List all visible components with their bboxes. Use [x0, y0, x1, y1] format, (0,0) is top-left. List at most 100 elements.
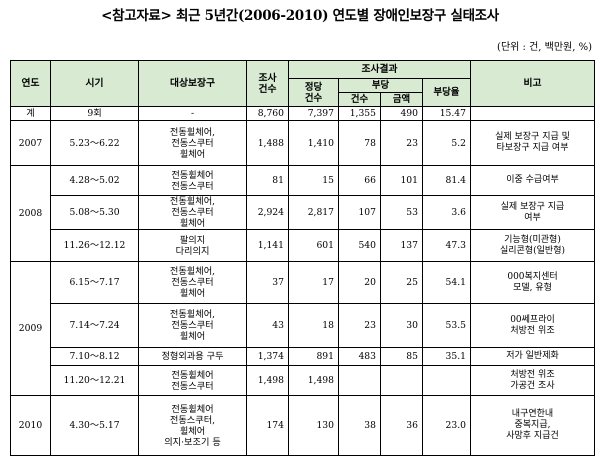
- proper-cell: 2,817: [288, 195, 339, 230]
- survey-cell: 2,924: [246, 195, 289, 230]
- survey-cell: 1,374: [246, 347, 289, 366]
- count-cell: 483: [338, 347, 381, 366]
- count-cell: 66: [338, 165, 381, 196]
- note-cell: 내구연한내 중복지급, 사망후 지급건: [470, 395, 595, 456]
- year-cell: 2009: [10, 261, 51, 396]
- header-note: 비고: [470, 60, 595, 107]
- header-rate: 부당율: [422, 78, 471, 107]
- amount-cell: 85: [380, 347, 423, 366]
- period-cell: 4.30～5.17: [50, 395, 139, 456]
- amount-cell: 23: [380, 120, 423, 166]
- rate-cell: 53.5: [422, 303, 471, 348]
- header-survey: 조사 건수: [246, 60, 289, 107]
- amount-cell: 25: [380, 261, 423, 304]
- table-row: 11.20～12.21 전동휠체어 전동스쿠터 1,498 1,498 처방전 …: [11, 365, 595, 396]
- rate-cell: 3.6: [422, 195, 471, 230]
- note-cell: 기능형(미관형) 실리콘형(일반형): [470, 229, 595, 262]
- target-cell: 전동휠체어 전동스쿠터: [138, 165, 247, 196]
- rate-cell: [422, 365, 471, 396]
- note-cell: 00쎄프라이 처방전 위조: [470, 303, 595, 348]
- target-cell: 전동휠체어 전동스쿠터, 휠체어 의지·보조기 등: [138, 395, 247, 456]
- count-cell: 20: [338, 261, 381, 304]
- total-count: 1,355: [338, 106, 381, 121]
- rate-cell: 23.0: [422, 395, 471, 456]
- table-row: 7.10～8.12 정형외과용 구두 1,374 891 483 85 35.1…: [11, 347, 595, 366]
- total-proper: 7,397: [288, 106, 339, 121]
- period-cell: 7.10～8.12: [50, 347, 139, 366]
- period-cell: 5.08～5.30: [50, 195, 139, 230]
- target-cell: 전동휠체어, 전동스쿠터 휠체어: [138, 120, 247, 166]
- amount-cell: 101: [380, 165, 423, 196]
- rate-cell: 81.4: [422, 165, 471, 196]
- period-cell: 7.14～7.24: [50, 303, 139, 348]
- rate-cell: 5.2: [422, 120, 471, 166]
- total-amount: 490: [380, 106, 423, 121]
- header-improper: 부당: [338, 78, 423, 93]
- rate-cell: 35.1: [422, 347, 471, 366]
- header-amount: 금액: [380, 92, 423, 107]
- survey-cell: 174: [246, 395, 289, 456]
- count-cell: 38: [338, 395, 381, 456]
- table-row: 7.14～7.24 전동휠체어, 전동스쿠터 휠체어 43 18 23 30 5…: [11, 303, 595, 348]
- total-year: 계: [10, 106, 51, 121]
- header-proper: 정당 건수: [288, 78, 339, 107]
- survey-cell: 81: [246, 165, 289, 196]
- total-row: 계 9회 - 8,760 7,397 1,355 490 15.47: [10, 106, 595, 121]
- proper-cell: 17: [288, 261, 339, 304]
- survey-table: 연도 시기 대상보장구 조사 건수 조사결과 비고 정당 건수 부당 부당율 건…: [10, 60, 595, 456]
- total-note: [470, 106, 595, 121]
- amount-cell: 53: [380, 195, 423, 230]
- total-rate: 15.47: [422, 106, 471, 121]
- table-row: 11.26～12.12 팔의지 다리의지 1,141 601 540 137 4…: [11, 229, 595, 262]
- target-cell: 전동휠체어 전동스쿠터: [138, 365, 247, 396]
- header-period: 시기: [50, 60, 139, 107]
- note-cell: 실제 보장구 지급 및 타보장구 지급 여부: [470, 120, 595, 166]
- unit-label: (단위 : 건, 백만원, %): [497, 42, 592, 53]
- table-row: 2009 6.15～7.17 전동휠체어, 전동스쿠터 휠체어 37 17 20…: [10, 261, 595, 396]
- period-cell: 11.26～12.12: [50, 229, 139, 262]
- count-cell: 23: [338, 303, 381, 348]
- year-cell: 2008: [10, 165, 51, 262]
- proper-cell: 130: [288, 395, 339, 456]
- period-cell: 5.23～6.22: [50, 120, 139, 166]
- proper-cell: 18: [288, 303, 339, 348]
- period-cell: 11.20～12.21: [50, 365, 139, 396]
- proper-cell: 15: [288, 165, 339, 196]
- target-cell: 팔의지 다리의지: [138, 229, 247, 262]
- proper-cell: 1,498: [288, 365, 339, 396]
- period-cell: 6.15～7.17: [50, 261, 139, 304]
- total-period: 9회: [50, 106, 139, 121]
- period-cell: 4.28～5.02: [50, 165, 139, 196]
- page-title: <참고자료> 최근 5년간(2006-2010) 연도별 장애인보장구 실태조사: [101, 8, 499, 24]
- table-row: 2010 4.30～5.17 전동휠체어 전동스쿠터, 휠체어 의지·보조기 등…: [10, 395, 595, 456]
- count-cell: 78: [338, 120, 381, 166]
- header-count: 건수: [338, 92, 381, 107]
- header-result: 조사결과: [288, 60, 471, 79]
- survey-cell: 1,498: [246, 365, 289, 396]
- rate-cell: 47.3: [422, 229, 471, 262]
- count-cell: 107: [338, 195, 381, 230]
- proper-cell: 601: [288, 229, 339, 262]
- amount-cell: 30: [380, 303, 423, 348]
- survey-cell: 1,141: [246, 229, 289, 262]
- total-survey: 8,760: [246, 106, 289, 121]
- survey-cell: 1,488: [246, 120, 289, 166]
- target-cell: 전동휠체어, 전동스쿠터 휠체어: [138, 303, 247, 348]
- note-cell: 처방전 위조 가공건 조사: [470, 365, 595, 396]
- proper-cell: 1,410: [288, 120, 339, 166]
- table-row: 2007 5.23～6.22 전동휠체어, 전동스쿠터 휠체어 1,488 1,…: [10, 120, 595, 166]
- note-cell: 이중 수급여부: [470, 165, 595, 196]
- count-cell: 540: [338, 229, 381, 262]
- year-cell: 2010: [10, 395, 51, 456]
- survey-cell: 37: [246, 261, 289, 304]
- note-cell: 000복지센터 모델, 유형: [470, 261, 595, 304]
- rate-cell: 54.1: [422, 261, 471, 304]
- amount-cell: 36: [380, 395, 423, 456]
- survey-cell: 43: [246, 303, 289, 348]
- table-row: 2008 4.28～5.02 전동휠체어 전동스쿠터 81 15 66 101 …: [10, 165, 595, 262]
- table-row: 5.08～5.30 전동휠체어, 전동스쿠터 휠체어 2,924 2,817 1…: [11, 195, 595, 230]
- target-cell: 전동휠체어, 전동스쿠터 휠체어: [138, 195, 247, 230]
- note-cell: 저가 일반제화: [470, 347, 595, 366]
- count-cell: [338, 365, 381, 396]
- header-target: 대상보장구: [138, 60, 247, 107]
